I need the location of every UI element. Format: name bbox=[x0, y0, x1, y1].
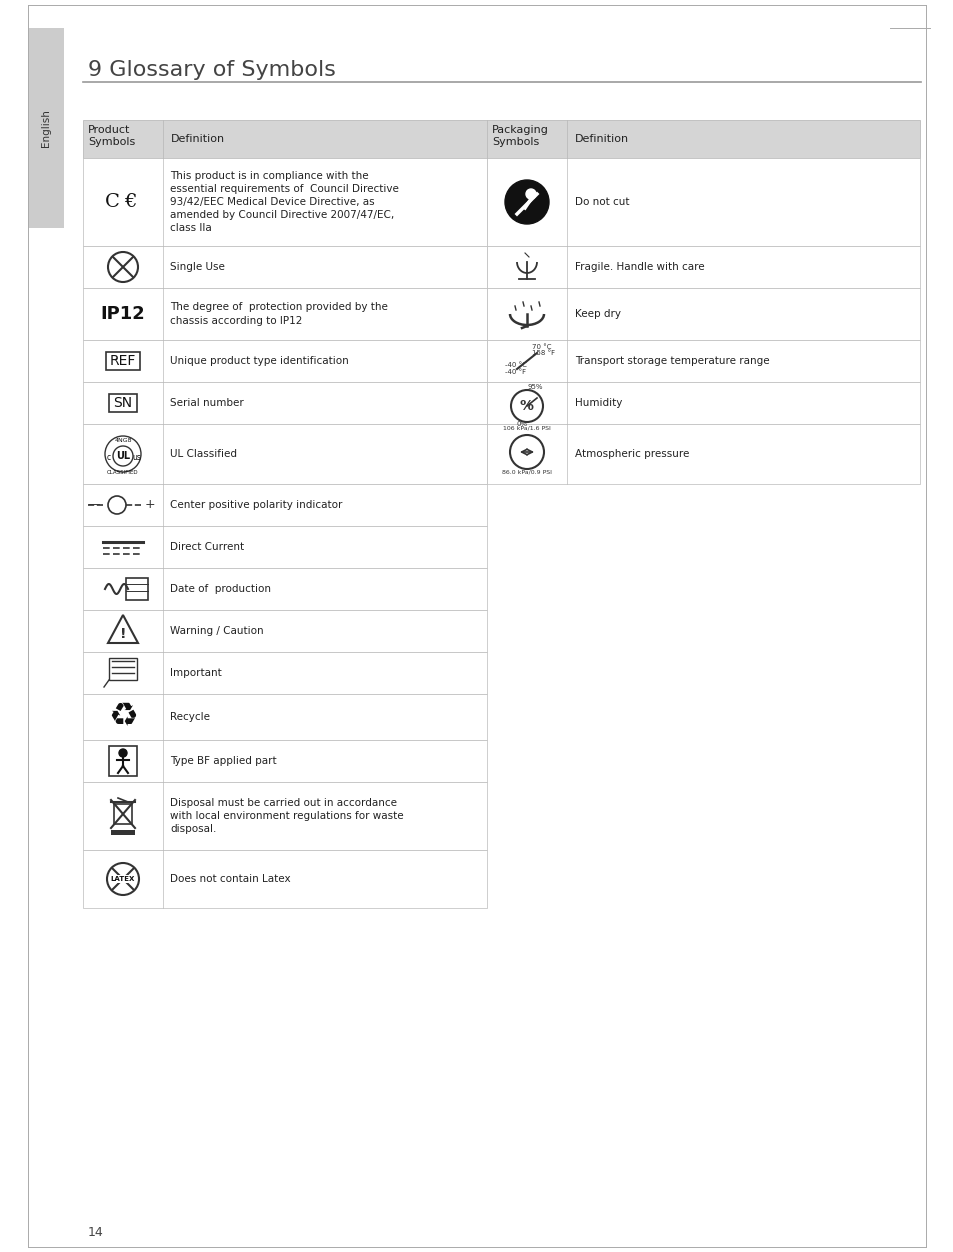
Text: Does not contain Latex: Does not contain Latex bbox=[170, 874, 291, 884]
Text: Atmospheric pressure: Atmospheric pressure bbox=[575, 449, 689, 459]
Bar bbox=[109, 659, 137, 680]
Bar bbox=[83, 288, 486, 341]
Text: Single Use: Single Use bbox=[170, 262, 225, 272]
Text: 9 Glossary of Symbols: 9 Glossary of Symbols bbox=[88, 60, 335, 80]
Text: IP12: IP12 bbox=[100, 305, 145, 323]
Text: UL: UL bbox=[116, 451, 130, 461]
Circle shape bbox=[525, 189, 536, 199]
Text: Direct Current: Direct Current bbox=[170, 542, 244, 552]
Text: -40 °C: -40 °C bbox=[504, 362, 526, 368]
Text: English: English bbox=[41, 109, 51, 146]
Text: !: ! bbox=[120, 627, 126, 641]
Bar bbox=[83, 694, 486, 740]
Bar bbox=[83, 120, 919, 158]
Text: C: C bbox=[105, 193, 120, 212]
Text: c: c bbox=[107, 453, 111, 462]
Bar bbox=[106, 352, 140, 371]
Text: Definition: Definition bbox=[575, 134, 628, 144]
Text: -40 °F: -40 °F bbox=[504, 369, 525, 376]
Bar bbox=[109, 394, 137, 412]
Bar bbox=[83, 610, 486, 652]
Bar bbox=[83, 245, 486, 288]
Text: €: € bbox=[124, 193, 136, 212]
Text: 86.0 kPa/0.9 PSI: 86.0 kPa/0.9 PSI bbox=[501, 470, 552, 475]
Text: The degree of  protection provided by the
chassis according to IP12: The degree of protection provided by the… bbox=[170, 303, 388, 326]
Bar bbox=[83, 652, 486, 694]
Text: 4NG8: 4NG8 bbox=[114, 437, 132, 442]
Text: %: % bbox=[519, 399, 534, 413]
Bar bbox=[83, 424, 486, 485]
Text: Humidity: Humidity bbox=[575, 398, 621, 408]
Text: 0%: 0% bbox=[516, 421, 527, 427]
Bar bbox=[83, 485, 486, 526]
Text: us: us bbox=[132, 453, 141, 462]
Text: Packaging
Symbols: Packaging Symbols bbox=[492, 125, 548, 148]
Text: 106 kPa/1.6 PSI: 106 kPa/1.6 PSI bbox=[502, 426, 551, 431]
Text: UL Classified: UL Classified bbox=[170, 449, 236, 459]
Text: SN: SN bbox=[113, 396, 132, 409]
Text: Unique product type identification: Unique product type identification bbox=[170, 356, 349, 366]
Circle shape bbox=[119, 749, 127, 757]
Bar bbox=[83, 740, 486, 782]
Text: 95%: 95% bbox=[527, 384, 542, 391]
Text: Date of  production: Date of production bbox=[170, 583, 271, 593]
Bar bbox=[486, 382, 919, 424]
Text: 158 °F: 158 °F bbox=[532, 351, 555, 356]
Bar bbox=[486, 288, 919, 341]
Bar bbox=[111, 830, 135, 835]
Text: Keep dry: Keep dry bbox=[575, 309, 620, 319]
Bar bbox=[486, 245, 919, 288]
Bar bbox=[83, 382, 486, 424]
Text: REF: REF bbox=[110, 354, 136, 368]
Bar bbox=[486, 341, 919, 382]
Text: CLASSIFIED: CLASSIFIED bbox=[107, 470, 139, 475]
Bar bbox=[83, 568, 486, 610]
Text: 70 °C: 70 °C bbox=[532, 344, 551, 351]
Text: ♻: ♻ bbox=[108, 701, 138, 734]
Text: Product
Symbols: Product Symbols bbox=[88, 125, 135, 148]
Text: Recycle: Recycle bbox=[170, 712, 210, 722]
Bar bbox=[486, 158, 919, 245]
Circle shape bbox=[504, 180, 548, 224]
Bar bbox=[83, 850, 486, 908]
Text: —: — bbox=[87, 498, 99, 512]
Bar bbox=[83, 341, 486, 382]
Text: Important: Important bbox=[170, 669, 221, 679]
Text: Do not cut: Do not cut bbox=[575, 197, 629, 207]
Text: Center positive polarity indicator: Center positive polarity indicator bbox=[170, 500, 342, 510]
Bar bbox=[486, 424, 919, 485]
Bar bbox=[113, 804, 132, 824]
Text: Transport storage temperature range: Transport storage temperature range bbox=[575, 356, 769, 366]
Text: Fragile. Handle with care: Fragile. Handle with care bbox=[575, 262, 704, 272]
Text: Warning / Caution: Warning / Caution bbox=[170, 626, 263, 636]
Bar bbox=[109, 746, 137, 776]
Text: +: + bbox=[145, 498, 155, 512]
Text: Type BF applied part: Type BF applied part bbox=[170, 756, 276, 766]
Text: This product is in compliance with the
essential requirements of  Council Direct: This product is in compliance with the e… bbox=[170, 170, 398, 233]
Text: Definition: Definition bbox=[171, 134, 225, 144]
Bar bbox=[126, 578, 148, 600]
Text: LATEX: LATEX bbox=[111, 876, 135, 881]
Text: Serial number: Serial number bbox=[170, 398, 244, 408]
Text: 14: 14 bbox=[88, 1226, 104, 1238]
Bar bbox=[83, 158, 486, 245]
Bar bbox=[83, 782, 486, 850]
Text: Disposal must be carried out in accordance
with local environment regulations fo: Disposal must be carried out in accordan… bbox=[170, 798, 403, 834]
Bar bbox=[83, 526, 486, 568]
Bar bbox=[28, 28, 64, 228]
